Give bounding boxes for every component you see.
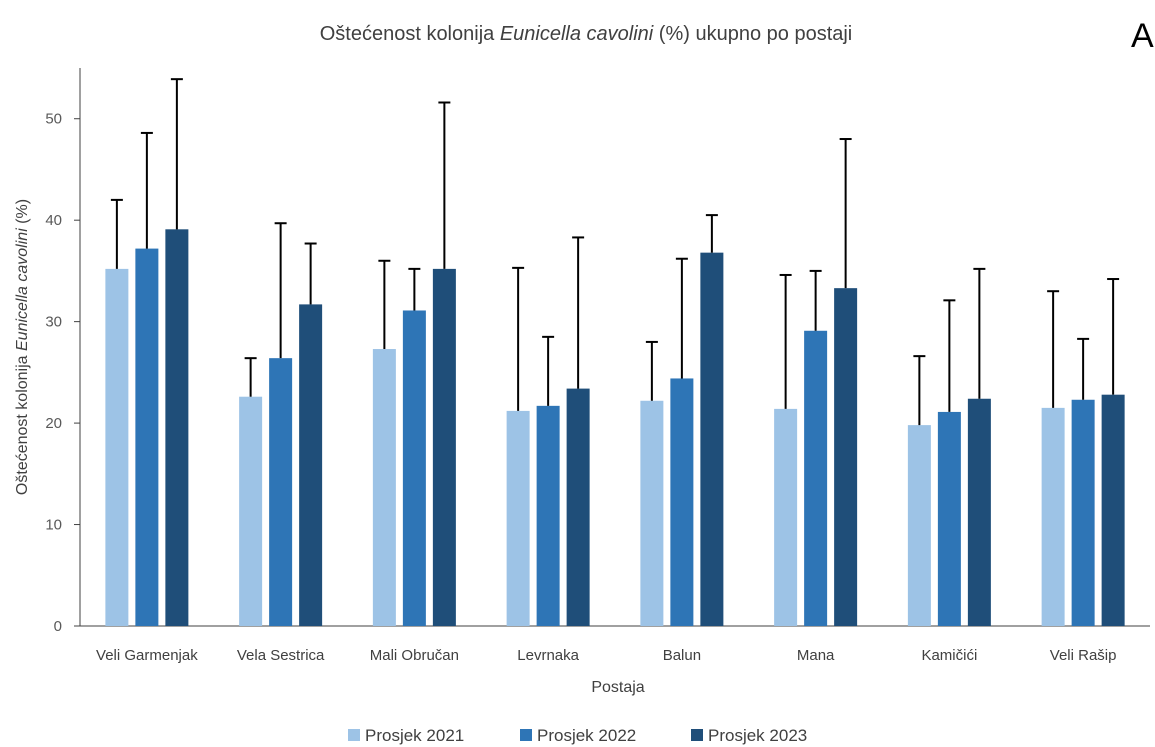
x-category-label: Vela Sestrica: [237, 647, 325, 664]
x-axis-category-labels: Veli Garmenjak Vela Sestrica Mali Obručan L…: [96, 647, 1116, 664]
x-category-label: Veli Garmenjak: [96, 647, 198, 664]
bar: [135, 248, 159, 626]
bar: [907, 425, 931, 626]
bar: [700, 252, 724, 626]
y-axis-ticks: 0 10 20 30 40 50: [45, 111, 80, 635]
bar: [670, 378, 694, 626]
bar: [1071, 399, 1095, 626]
bar: [774, 408, 798, 626]
legend-label: Prosjek 2022: [537, 726, 636, 745]
y-axis-title: Oštećenost kolonija Eunicella cavolini (…: [14, 199, 31, 495]
y-tick-label: 50: [45, 111, 62, 128]
bar: [967, 398, 991, 626]
bar: [269, 358, 293, 626]
y-tick-label: 0: [54, 618, 62, 635]
bar: [165, 229, 189, 626]
y-tick-label: 20: [45, 415, 62, 432]
bar: [432, 268, 456, 626]
x-category-label: Mana: [797, 647, 835, 664]
bar: [640, 400, 664, 626]
bar: [402, 310, 426, 626]
x-category-label: Balun: [663, 647, 701, 664]
x-axis-title: Postaja: [591, 679, 644, 696]
bar: [834, 288, 858, 626]
x-category-label: Kamičići: [921, 647, 977, 664]
x-category-label: Levrnaka: [517, 647, 579, 664]
y-tick-label: 30: [45, 314, 62, 331]
bar: [1041, 407, 1065, 626]
bar: [299, 304, 323, 626]
legend: Prosjek 2021 Prosjek 2022 Prosjek 2023: [348, 726, 807, 745]
bars: [105, 229, 1125, 626]
x-category-label: Veli Rašip: [1050, 647, 1117, 664]
bar: [1101, 394, 1125, 626]
error-bars: [110, 78, 1120, 426]
legend-label: Prosjek 2023: [708, 726, 807, 745]
x-category-label: Mali Obručan: [370, 647, 459, 664]
legend-swatch: [520, 729, 532, 741]
legend-label: Prosjek 2021: [365, 726, 464, 745]
legend-swatch: [348, 729, 360, 741]
y-tick-label: 10: [45, 517, 62, 534]
panel-label: A: [1131, 17, 1154, 55]
chart-title: Oštećenost kolonija Eunicella cavolini (…: [320, 23, 853, 45]
bar: [239, 396, 263, 626]
bar: [804, 330, 828, 626]
bar: [536, 405, 560, 626]
bar: [105, 268, 129, 626]
bar: [937, 411, 961, 626]
bar: [372, 349, 396, 626]
bar: [566, 388, 590, 626]
y-tick-label: 40: [45, 212, 62, 229]
bar: [506, 410, 530, 626]
legend-swatch: [691, 729, 703, 741]
